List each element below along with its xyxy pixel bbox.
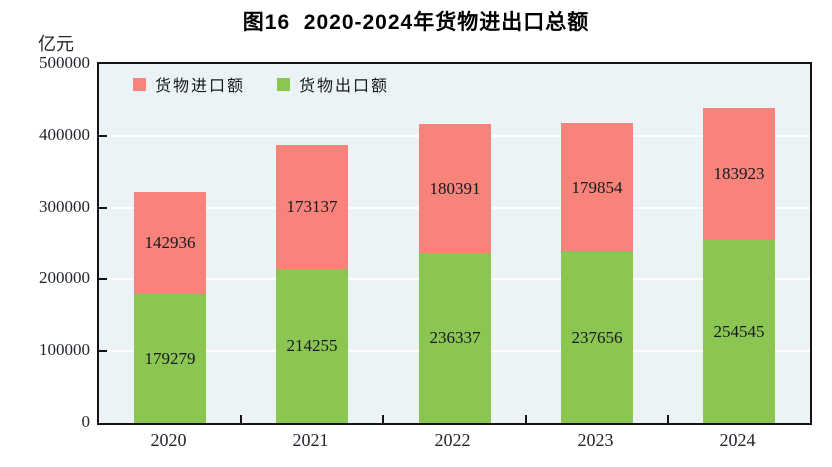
y-axis-tick-400000: [99, 135, 107, 137]
bar-segment-货物进口额-2020: 142936: [134, 192, 206, 295]
bar-segment-货物出口额-2020: 179279: [134, 294, 206, 423]
y-axis-tick-300000: [99, 207, 107, 209]
y-axis-label-500000: 500000: [39, 53, 90, 72]
legend-label-exports: 货物出口额: [299, 78, 390, 95]
data-label-货物出口额-2020: 179279: [144, 348, 196, 368]
x-axis-label-2021: 2021: [292, 430, 329, 450]
chart-legend: 货物进口额 货物出口额: [133, 72, 389, 96]
x-axis-label-2022: 2022: [434, 430, 471, 450]
legend-item-exports: 货物出口额: [277, 72, 389, 96]
data-label-货物进口额-2022: 180391: [429, 178, 481, 198]
stacked-bar-2023: 179854 237656: [561, 123, 633, 423]
stacked-bar-2022: 180391 236337: [419, 124, 491, 423]
imports-legend-swatch-icon: [133, 77, 146, 91]
y-axis-tick-200000: [99, 278, 107, 280]
data-label-货物进口额-2024: 183923: [713, 164, 765, 184]
bar-segment-货物进口额-2022: 180391: [419, 124, 491, 254]
stacked-bar-2021: 173137 214255: [276, 145, 348, 423]
x-axis-tick-4: [667, 415, 669, 423]
x-axis-tick-3: [525, 415, 527, 423]
data-label-货物出口额-2022: 236337: [429, 328, 481, 348]
x-axis-label-2024: 2024: [719, 430, 756, 450]
data-label-货物进口额-2023: 179854: [571, 177, 623, 197]
data-label-货物出口额-2021: 214255: [286, 336, 338, 356]
chart-title: 图16 2020-2024年货物进出口总额: [242, 11, 590, 34]
bar-segment-货物进口额-2021: 173137: [276, 145, 348, 270]
y-axis-label-0: 0: [81, 412, 91, 431]
x-axis-tick-1: [240, 415, 242, 423]
stacked-bar-2024: 183923 254545: [703, 108, 775, 423]
x-axis-label-2020: 2020: [150, 430, 187, 450]
x-axis-label-2023: 2023: [577, 430, 614, 450]
bar-segment-货物进口额-2023: 179854: [561, 123, 633, 253]
y-axis-label-200000: 200000: [39, 268, 90, 287]
legend-item-imports: 货物进口额: [133, 72, 245, 96]
y-axis-label-100000: 100000: [39, 340, 90, 359]
y-axis-label-400000: 400000: [39, 125, 90, 144]
bar-segment-货物进口额-2024: 183923: [703, 108, 775, 241]
bar-segment-货物出口额-2023: 237656: [561, 252, 633, 423]
exports-legend-swatch-icon: [277, 77, 291, 91]
bar-segment-货物出口额-2024: 254545: [703, 240, 775, 423]
y-axis-label-300000: 300000: [39, 197, 90, 216]
plot-area: 142936 179279 173137 214255 180391 236337 1798…: [97, 62, 812, 425]
data-label-货物进口额-2020: 142936: [144, 233, 196, 253]
bar-segment-货物出口额-2021: 214255: [276, 269, 348, 423]
stacked-bar-2020: 142936 179279: [134, 192, 206, 423]
x-axis-tick-2: [382, 415, 384, 423]
y-axis-tick-100000: [99, 350, 107, 352]
data-label-货物进口额-2021: 173137: [286, 197, 338, 217]
data-label-货物出口额-2024: 254545: [713, 321, 765, 341]
y-axis-unit-label: 亿元: [38, 34, 74, 54]
data-label-货物出口额-2023: 237656: [571, 327, 623, 347]
legend-label-imports: 货物进口额: [155, 78, 246, 95]
bar-segment-货物出口额-2022: 236337: [419, 253, 491, 423]
